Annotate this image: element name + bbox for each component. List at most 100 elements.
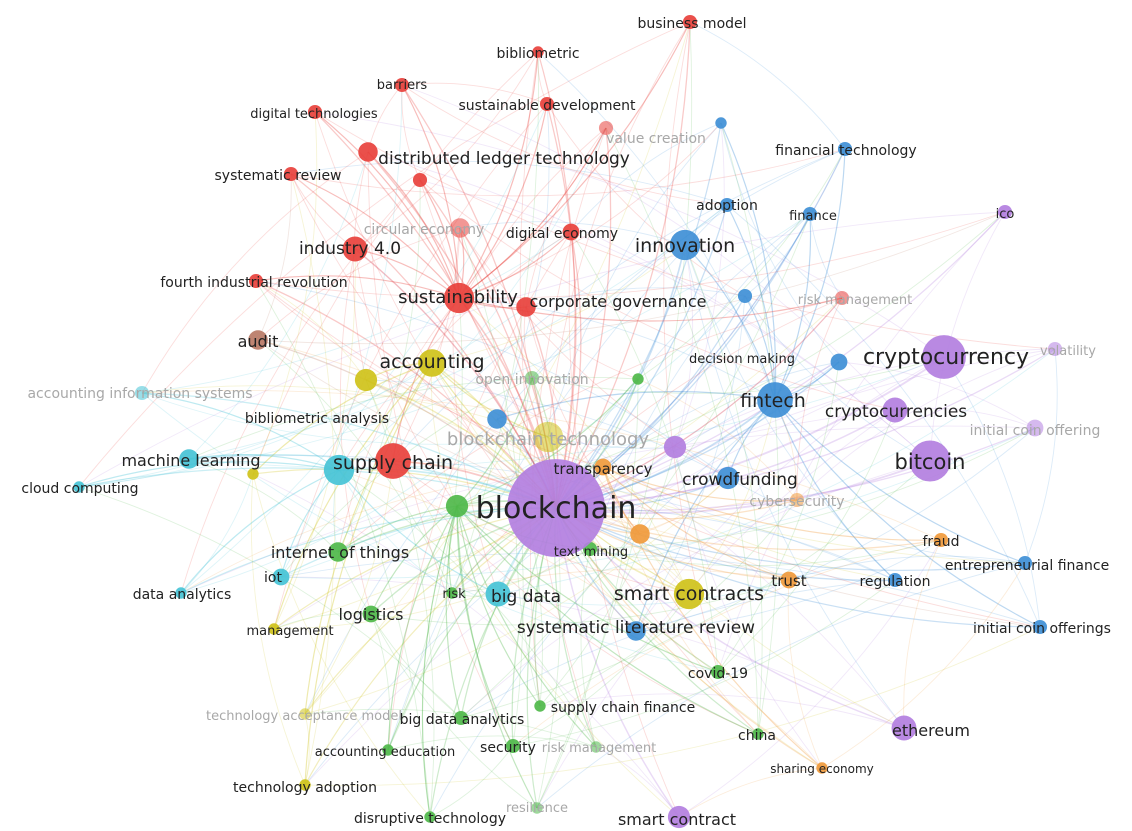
node-fintech[interactable]	[757, 382, 793, 418]
node-management[interactable]	[268, 623, 280, 635]
node-distributed-ledger-technology[interactable]	[358, 142, 378, 162]
label-data-analytics: data analytics	[133, 587, 232, 603]
node-transparency[interactable]	[594, 458, 612, 476]
node-risk[interactable]	[446, 587, 458, 599]
link-transparency-fraud	[602, 466, 942, 541]
node-corporate-governance[interactable]	[516, 297, 536, 317]
node-value-creation[interactable]	[598, 120, 614, 136]
node-barriers[interactable]	[394, 77, 410, 93]
link-logistics-management	[273, 612, 372, 630]
node-bibliometric-analysis[interactable]	[354, 368, 378, 392]
link-innovation-ethereum	[684, 244, 905, 729]
link-risk-management-red-risk	[451, 297, 843, 594]
node-crowdfunding[interactable]	[716, 466, 740, 490]
node-circular-economy[interactable]	[450, 218, 470, 238]
node-yellow-minor-1[interactable]	[247, 468, 259, 480]
node-financial-technology[interactable]	[837, 141, 853, 157]
node-blockchain[interactable]	[507, 459, 605, 557]
link-initial-coin-offering-decision-making	[838, 361, 1036, 429]
node-cybersecurity[interactable]	[789, 492, 805, 508]
link-red-minor-1-data-analytics	[180, 179, 421, 594]
node-fraud[interactable]	[933, 532, 949, 548]
node-bitcoin[interactable]	[909, 440, 951, 482]
node-decision-making[interactable]	[830, 353, 848, 371]
node-technology-acceptance-model[interactable]	[299, 708, 311, 720]
node-regulation[interactable]	[887, 572, 903, 588]
node-data-analytics[interactable]	[175, 587, 187, 599]
node-sharing-economy[interactable]	[816, 762, 828, 774]
node-big-data-analytics[interactable]	[453, 710, 469, 726]
node-resilience[interactable]	[531, 802, 543, 814]
node-china[interactable]	[752, 728, 764, 740]
node-sustainable-development[interactable]	[539, 96, 555, 112]
node-blue-minor-2[interactable]	[487, 409, 507, 429]
node-risk-management-red[interactable]	[834, 290, 850, 306]
node-sustainability[interactable]	[443, 282, 475, 314]
link-green-hub-logistics	[370, 505, 458, 615]
node-supply-chain[interactable]	[375, 443, 411, 479]
link-initial-coin-offerings-iot	[280, 552, 1041, 628]
node-smart-contract[interactable]	[667, 805, 691, 829]
node-blue-minor-1[interactable]	[737, 288, 753, 304]
node-adoption[interactable]	[719, 197, 735, 213]
link-accounting-sharing-economy	[431, 362, 823, 769]
node-blue-minor-3[interactable]	[715, 117, 727, 129]
node-innovation[interactable]	[669, 229, 701, 261]
node-orange-hub[interactable]	[630, 524, 650, 544]
node-business-model[interactable]	[682, 14, 698, 30]
node-supply-chain-finance[interactable]	[534, 700, 546, 712]
node-risk-management-green[interactable]	[590, 741, 602, 753]
node-cloud-computing[interactable]	[73, 481, 85, 493]
node-accounting-information-systems[interactable]	[134, 385, 150, 401]
node-technology-adoption[interactable]	[299, 779, 311, 791]
node-finance[interactable]	[802, 206, 818, 222]
node-green-hub[interactable]	[445, 494, 469, 518]
node-smart-contracts[interactable]	[673, 578, 705, 610]
node-disruptive-technology[interactable]	[424, 811, 436, 823]
label-cybersecurity: cybersecurity	[749, 494, 844, 510]
node-open-innovation[interactable]	[524, 370, 540, 386]
node-logistics[interactable]	[362, 605, 380, 623]
node-security[interactable]	[505, 738, 521, 754]
node-cryptocurrencies[interactable]	[882, 397, 908, 423]
node-audit[interactable]	[248, 330, 268, 350]
node-internet-of-things[interactable]	[328, 542, 348, 562]
link-blockchain-blue-minor-3	[555, 122, 722, 509]
link-fraud-accounting-information-systems	[141, 389, 942, 541]
node-blockchain-purple-hub[interactable]	[663, 435, 687, 459]
node-bibliometric[interactable]	[532, 46, 544, 58]
node-ico[interactable]	[997, 204, 1013, 220]
node-cyan-hub[interactable]	[323, 454, 355, 486]
label-technology-adoption: technology adoption	[233, 780, 377, 796]
link-china-blue-minor-3	[720, 122, 779, 735]
node-covid-19[interactable]	[710, 664, 726, 680]
node-trust[interactable]	[780, 571, 798, 589]
node-systematic-literature-review[interactable]	[626, 621, 646, 641]
node-machine-learning[interactable]	[179, 449, 199, 469]
link-risk-text-mining	[451, 548, 591, 594]
link-crowdfunding-fourth-industrial-revolution	[255, 280, 729, 479]
node-cryptocurrency[interactable]	[922, 335, 966, 379]
link-technology-acceptance-model-supply-chain	[304, 460, 394, 715]
node-industry-4-0[interactable]	[342, 236, 368, 262]
node-entrepreneurial-finance[interactable]	[1017, 555, 1033, 571]
node-initial-coin-offerings[interactable]	[1032, 619, 1048, 635]
node-iot[interactable]	[272, 568, 290, 586]
node-big-data[interactable]	[485, 581, 511, 607]
node-volatility[interactable]	[1047, 341, 1063, 357]
node-systematic-review[interactable]	[283, 166, 299, 182]
node-accounting[interactable]	[418, 349, 446, 377]
link-data-analytics-sustainable-development	[180, 103, 548, 594]
node-digital-economy[interactable]	[562, 223, 580, 241]
node-blockchain-technology[interactable]	[532, 421, 564, 453]
node-accounting-education[interactable]	[382, 744, 394, 756]
node-green-minor-1[interactable]	[632, 373, 644, 385]
node-ethereum[interactable]	[891, 715, 917, 741]
node-digital-technologies[interactable]	[307, 104, 323, 120]
link-innovation-circular-economy	[459, 221, 686, 246]
node-initial-coin-offering[interactable]	[1026, 419, 1044, 437]
node-red-minor-1[interactable]	[412, 172, 428, 188]
label-machine-learning: machine learning	[121, 451, 260, 470]
link-cryptocurrency-technology-adoption	[304, 356, 945, 786]
node-fourth-industrial-revolution[interactable]	[248, 273, 264, 289]
